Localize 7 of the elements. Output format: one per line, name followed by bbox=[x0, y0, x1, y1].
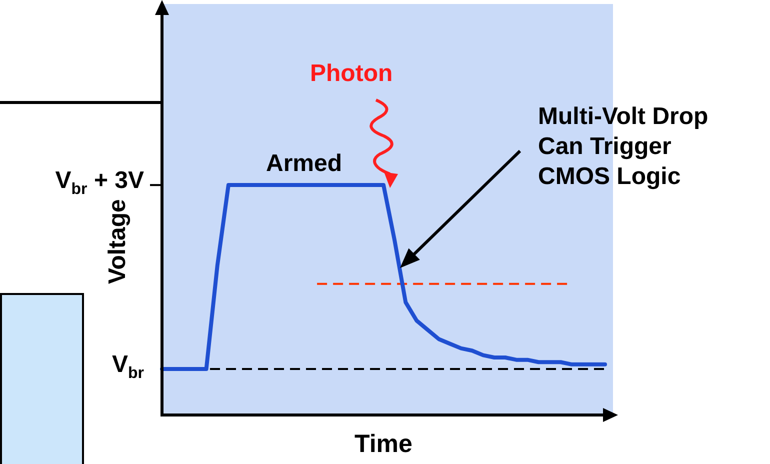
annotation: Multi-Volt Drop Can Trigger CMOS Logic bbox=[538, 102, 708, 192]
text: V$_{br}$ + 3V bbox=[55, 166, 144, 198]
x-axis-title: Time bbox=[354, 430, 413, 458]
ref-line-label: V$_{br}$ bbox=[112, 350, 144, 384]
y-axis-title: Voltage bbox=[104, 199, 132, 284]
text: Photon bbox=[310, 60, 393, 88]
text: Armed bbox=[266, 150, 342, 178]
